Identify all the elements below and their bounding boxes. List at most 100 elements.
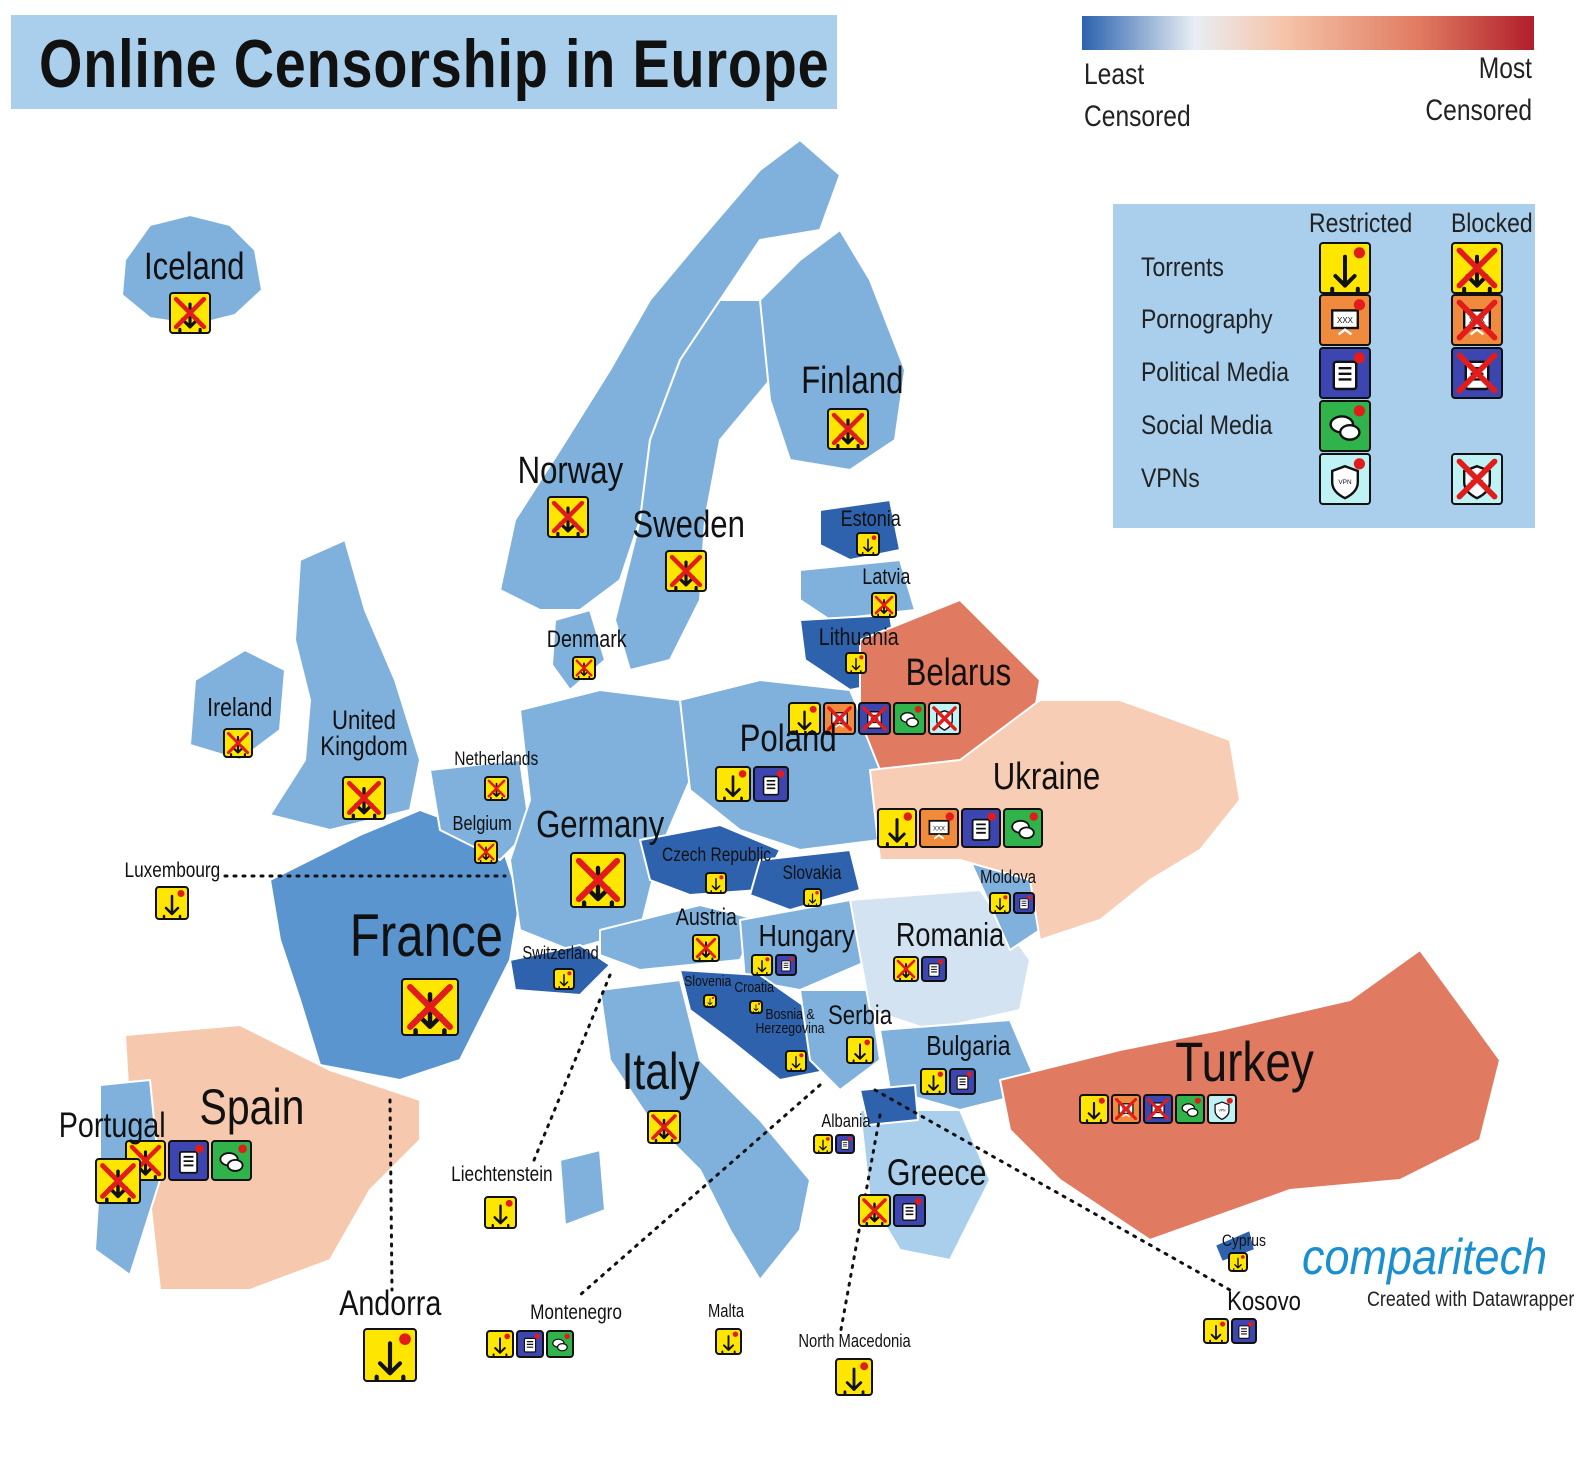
icon-row-norway [547, 496, 589, 538]
country-label-liechtenstein: Liechtenstein [451, 1163, 553, 1186]
slovakia-shape [749, 849, 861, 911]
torrent-icon [714, 1328, 742, 1355]
country-label-romania: Romania [895, 916, 1005, 953]
torrent-icon [785, 1050, 807, 1072]
country-label-austria: Austria [675, 904, 737, 931]
country-label-malta: Malta [707, 1301, 745, 1321]
country-label-spain: Spain [199, 1079, 305, 1135]
icon-row-romania [893, 956, 947, 982]
icon-row-croatia [749, 1000, 763, 1014]
svg-text:XXX: XXX [1337, 316, 1354, 325]
country-label-greece: Greece [886, 1152, 986, 1193]
icon-row-ukraine: XXX [877, 808, 1043, 848]
newspaper-icon-glyph [971, 812, 996, 841]
chat-icon-restricted [1319, 400, 1371, 452]
newspaper-icon-glyph [762, 770, 785, 796]
icon-row-bulgaria [920, 1068, 976, 1095]
country-label-norway: Norway [517, 450, 623, 492]
torrent-icon [223, 728, 253, 758]
chat-icon-glyph [1181, 1097, 1201, 1118]
austria-shape [599, 904, 761, 971]
torrent-icon-glyph [651, 1114, 677, 1142]
country-label-kosovo: Kosovo [1227, 1286, 1301, 1316]
andorra-leader [388, 1098, 394, 1292]
country-label-sweden: Sweden [631, 504, 745, 546]
newspaper-icon-glyph [861, 706, 887, 731]
chat-icon-glyph [899, 705, 922, 728]
newspaper-icon [857, 702, 891, 735]
torrent-icon [647, 1110, 681, 1144]
torrent-icon-glyph [491, 1199, 513, 1227]
country-label-bosnia-herzegovina: Bosnia & Herzegovina [755, 1006, 825, 1038]
torrent-icon [553, 968, 575, 990]
scale-most-line1: Most [1478, 52, 1532, 85]
country-label-latvia: Latvia [861, 564, 910, 589]
icon-row-spain [124, 1140, 252, 1181]
country-label-montenegro: Montenegro [530, 1301, 622, 1324]
icon-row-belgium [474, 840, 498, 864]
datawrapper-credit: Created with Datawrapper [1367, 1288, 1575, 1311]
scale-least-line2: Censored [1084, 100, 1191, 133]
torrent-icon-glyph [492, 1333, 510, 1356]
country-label-belgium: Belgium [452, 813, 512, 835]
pornography-icon-glyph: XXX [1114, 1097, 1138, 1121]
pornography-icon-glyph: XXX [1456, 299, 1498, 341]
newspaper-icon [753, 766, 789, 802]
icon-row-bosnia-herzegovina [785, 1050, 807, 1072]
icon-row-austria [692, 934, 720, 962]
torrent-icon-glyph [843, 1362, 869, 1394]
torrent-icon [856, 532, 880, 556]
chat-icon-glyph [218, 1144, 247, 1172]
torrent-icon-glyph [575, 857, 621, 906]
censorship-color-scale [1082, 16, 1534, 50]
icon-row-serbia [846, 1036, 874, 1064]
legend-col-restricted: Restricted [1309, 208, 1413, 238]
svg-text:XXX: XXX [933, 826, 945, 832]
vpn-shield-icon: VPN [927, 702, 961, 735]
newspaper-icon-restricted [1319, 347, 1371, 399]
page-title: Online Censorship in Europe [39, 26, 830, 102]
legend-row-label: Torrents [1141, 252, 1224, 282]
torrent-icon [572, 656, 596, 680]
icon-row-italy [647, 1110, 681, 1144]
pornography-icon-restricted: XXX [1319, 294, 1371, 346]
torrent-icon [570, 852, 626, 908]
country-label-germany: Germany [536, 804, 665, 846]
newspaper-icon-glyph [902, 1197, 922, 1221]
torrent-icon-glyph [487, 779, 505, 799]
icon-row-slovakia [802, 888, 822, 907]
torrent-icon [893, 956, 919, 982]
torrent-icon [749, 1000, 763, 1014]
torrent-icon-glyph [1456, 247, 1498, 292]
country-label-poland: Poland [739, 718, 837, 760]
newspaper-icon-glyph [928, 959, 944, 977]
country-label-turkey: Turkey [1174, 1030, 1314, 1093]
torrent-icon [401, 978, 459, 1036]
icon-row-united-kingdom [342, 776, 386, 820]
torrent-icon [835, 1358, 873, 1396]
icon-row-north-macedonia [835, 1358, 873, 1396]
newspaper-icon-glyph [523, 1333, 540, 1353]
chat-icon [210, 1140, 252, 1181]
torrent-icon-glyph [162, 890, 185, 918]
newspaper-icon-glyph [1238, 1321, 1254, 1339]
norway-shape [499, 139, 841, 611]
country-label-iceland: Iceland [143, 246, 245, 288]
torrent-icon-glyph [807, 891, 819, 905]
icon-row-france [401, 978, 459, 1036]
icon-row-germany [570, 852, 626, 908]
vpn-shield-icon-restricted: VPN [1319, 453, 1371, 505]
icon-row-hungary [751, 954, 797, 976]
torrent-icon [1203, 1318, 1229, 1344]
torrent-icon [827, 408, 869, 450]
torrent-icon-glyph [795, 705, 817, 733]
legend-row-label: VPNs [1141, 463, 1200, 493]
torrent-icon [474, 840, 498, 864]
torrent-icon [858, 1194, 891, 1227]
pornography-icon: XXX [1111, 1094, 1141, 1124]
newspaper-icon [167, 1140, 209, 1181]
torrent-icon-glyph [706, 996, 715, 1006]
torrent-icon-glyph [347, 781, 381, 818]
country-label-finland: Finland [800, 360, 903, 402]
country-label-lithuania: Lithuania [818, 624, 899, 651]
